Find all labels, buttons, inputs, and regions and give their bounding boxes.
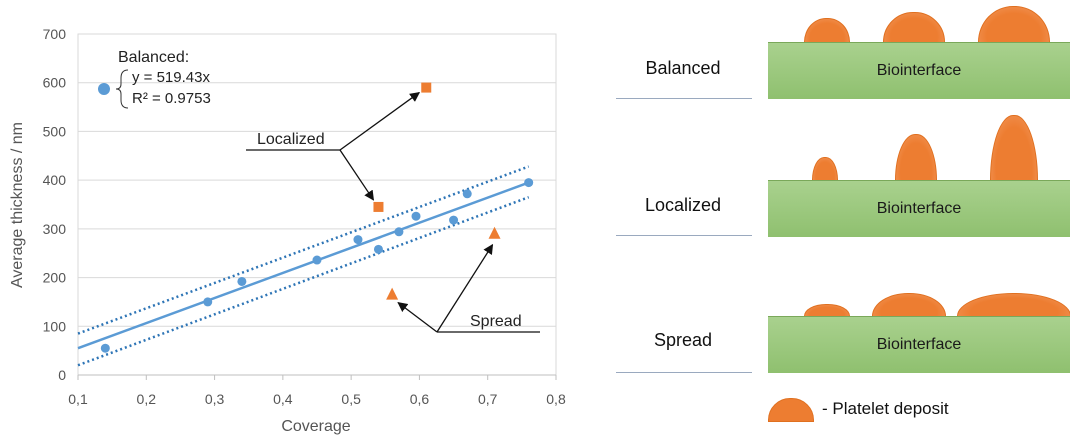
balanced-legend-marker [98,83,110,95]
y-tick-label: 500 [43,123,67,139]
substrate-label: Biointerface [876,62,962,79]
platelet-deposit [895,134,937,182]
y-tick-label: 700 [43,26,67,42]
y-axis-label: Average thickness / nm [9,122,26,288]
substrate-label: Biointerface [876,336,962,353]
x-tick-label: 0,3 [205,391,225,407]
deposit-morphology-diagram: Balanced Biointerface Localized Biointerfac… [600,0,1070,437]
biointerface-substrate: Biointerface [768,316,1070,373]
data-point-balanced [203,297,213,307]
data-point-spread [488,226,501,239]
spread-arrow-left [397,302,438,333]
row-divider [616,235,752,236]
biointerface-substrate: Biointerface [768,180,1070,237]
data-point-balanced [411,211,421,221]
row-divider [616,372,752,373]
x-tick-label: 0,1 [68,391,88,407]
regression-line [77,181,530,350]
substrate-label: Biointerface [876,200,962,217]
data-point-localized [373,201,384,212]
data-point-balanced [394,227,404,237]
data-point-balanced [462,189,472,199]
platelet-deposit [804,18,850,44]
data-point-balanced [237,276,247,286]
data-points [100,82,534,353]
data-point-localized [421,82,432,93]
x-tick-label: 0,4 [273,391,293,407]
y-tick-label: 0 [58,367,66,383]
data-point-spread [386,287,399,300]
data-point-balanced [524,178,534,188]
localized-annotation: Localized [257,131,325,148]
equation-bracket [115,69,129,109]
platelet-deposit [957,293,1070,318]
data-point-balanced [312,255,322,265]
platelet-deposit-legend-label: - Platelet deposit [822,399,949,418]
platelet-deposit-legend-swatch [768,398,814,422]
data-point-balanced [449,215,459,225]
platelet-deposit [812,157,838,182]
x-tick-label: 0,6 [410,391,430,407]
y-tick-label: 400 [43,172,67,188]
y-tick-label: 100 [43,318,67,334]
localized-arrow-upper [339,91,421,151]
data-point-balanced [353,235,363,245]
row-label-balanced: Balanced [645,58,721,78]
lower-bound-line [77,196,530,367]
platelet-deposit [883,12,945,44]
scatter-chart: 0 100 200 300 400 500 600 700 0,1 0,2 0,3 0,4 0,5 0,6… [9,26,566,435]
localized-arrow-lower [339,149,375,201]
spread-annotation: Spread [470,313,522,330]
platelet-deposit [990,115,1038,182]
balanced-fit-title: Balanced: [118,49,189,66]
annotations: Coverage Average thickness / nm Balanced… [9,49,540,435]
y-tick-label: 600 [43,75,67,91]
fit-r-squared: R² = 0.9753 [132,90,211,107]
biointerface-substrate: Biointerface [768,42,1070,99]
fit-equation: y = 519.43x [132,69,210,86]
row-divider [616,98,752,99]
x-tick-label: 0,8 [546,391,566,407]
upper-bound-line [77,165,530,335]
x-tick-label: 0,5 [341,391,361,407]
x-tick-label: 0,2 [137,391,157,407]
data-point-balanced [373,244,383,254]
row-label-localized: Localized [644,195,722,215]
regression-lines [77,165,530,367]
platelet-deposit [978,6,1050,44]
platelet-deposit [872,293,946,318]
data-point-balanced [100,343,110,353]
x-axis-label: Coverage [281,418,350,435]
y-tick-label: 300 [43,221,67,237]
row-label-spread: Spread [653,330,713,350]
y-tick-label: 200 [43,270,67,286]
spread-arrow-right [436,243,494,333]
x-tick-label: 0,7 [478,391,498,407]
axes: 0 100 200 300 400 500 600 700 0,1 0,2 0,3 0,4 0,5 0,6… [43,26,566,407]
